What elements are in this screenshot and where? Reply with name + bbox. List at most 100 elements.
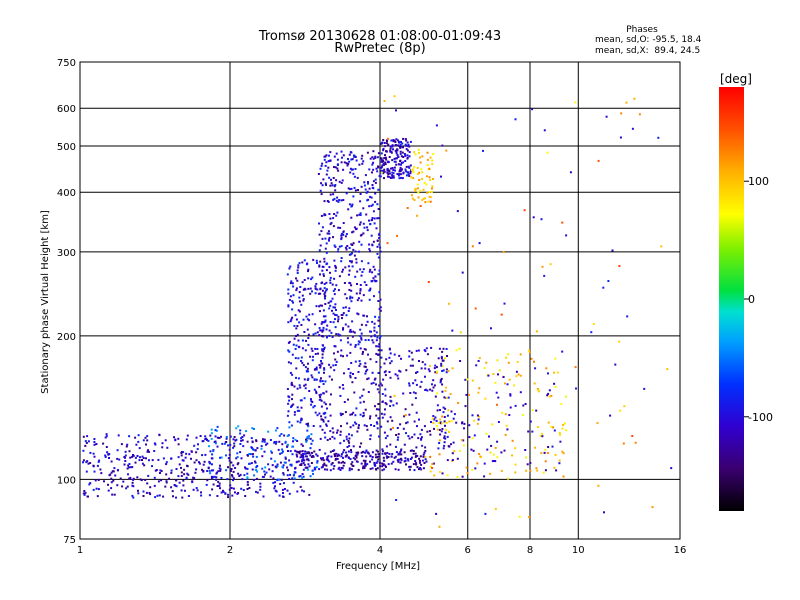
data-point (343, 461, 346, 464)
data-point (392, 140, 395, 143)
data-point (291, 477, 294, 480)
data-point (324, 214, 327, 216)
data-point (396, 148, 399, 151)
data-point (360, 442, 363, 445)
data-point (352, 248, 355, 251)
data-point (395, 152, 398, 155)
data-point (380, 170, 383, 173)
data-point (351, 381, 354, 384)
data-point (402, 171, 405, 174)
data-point (381, 469, 384, 472)
data-point (386, 167, 389, 170)
data-point (541, 432, 543, 435)
data-point (379, 465, 382, 468)
data-point (448, 431, 450, 433)
data-point (609, 414, 612, 417)
data-point (477, 418, 480, 421)
data-point (402, 392, 405, 395)
data-point (444, 424, 446, 427)
data-point (304, 450, 307, 453)
data-point (246, 454, 249, 457)
data-point (492, 453, 495, 456)
data-point (238, 475, 241, 477)
data-point (211, 453, 214, 456)
data-point (162, 495, 165, 498)
data-point (332, 236, 334, 239)
data-point (424, 375, 426, 378)
data-point (381, 448, 384, 451)
data-point (117, 434, 120, 437)
data-point (331, 435, 334, 438)
data-point (441, 390, 444, 393)
data-point (373, 222, 376, 225)
data-point (362, 294, 365, 297)
data-point (345, 297, 348, 300)
data-point (154, 496, 157, 499)
data-point (329, 414, 332, 417)
data-point (446, 474, 449, 477)
data-point (413, 166, 416, 168)
data-point (331, 283, 334, 286)
plot-frame (79, 61, 681, 540)
data-point (286, 443, 289, 446)
data-point (243, 434, 246, 437)
data-point (324, 380, 327, 383)
data-point (211, 469, 213, 472)
data-point (359, 268, 362, 271)
data-point (306, 262, 309, 265)
data-point (110, 481, 113, 484)
data-point (265, 471, 268, 474)
data-point (444, 431, 447, 434)
data-point (359, 335, 362, 338)
data-point (365, 425, 368, 428)
data-point (500, 451, 503, 454)
data-point (219, 464, 221, 467)
data-point (602, 286, 605, 289)
data-point (509, 406, 512, 409)
data-point (317, 173, 320, 175)
data-point (306, 452, 309, 455)
data-point (327, 230, 330, 233)
x-tick-labels: 1 2 4 6 8 10 16 (77, 545, 687, 556)
data-point (134, 461, 137, 464)
data-point (324, 164, 327, 167)
data-point (459, 360, 462, 362)
data-point (547, 421, 550, 424)
data-point (322, 329, 325, 332)
data-point (456, 210, 459, 213)
data-point (218, 484, 221, 487)
data-point (113, 493, 116, 496)
data-point (228, 488, 231, 491)
data-point (371, 458, 374, 461)
data-point (322, 420, 325, 423)
data-point (339, 469, 342, 471)
data-point (352, 330, 355, 333)
data-point (443, 416, 446, 418)
data-point (297, 309, 300, 312)
data-point (416, 455, 419, 457)
data-point (105, 446, 108, 448)
data-point (342, 168, 345, 171)
data-point (158, 434, 161, 437)
data-point (89, 482, 92, 485)
data-point (451, 329, 454, 332)
data-point (326, 232, 329, 235)
data-point (424, 363, 427, 366)
data-point (302, 298, 305, 301)
data-point (443, 441, 446, 444)
data-point (444, 407, 447, 410)
data-point (327, 301, 330, 304)
data-point (227, 444, 229, 447)
data-point (359, 212, 362, 215)
data-point (334, 457, 337, 460)
data-point (255, 490, 257, 493)
data-point (217, 470, 220, 473)
y-tick-label: 75 (63, 535, 76, 546)
data-point (221, 442, 224, 445)
data-point (283, 482, 285, 485)
data-point (83, 490, 86, 492)
data-point (504, 433, 507, 436)
data-point (400, 176, 403, 179)
data-point (132, 496, 135, 499)
data-point (191, 480, 194, 483)
